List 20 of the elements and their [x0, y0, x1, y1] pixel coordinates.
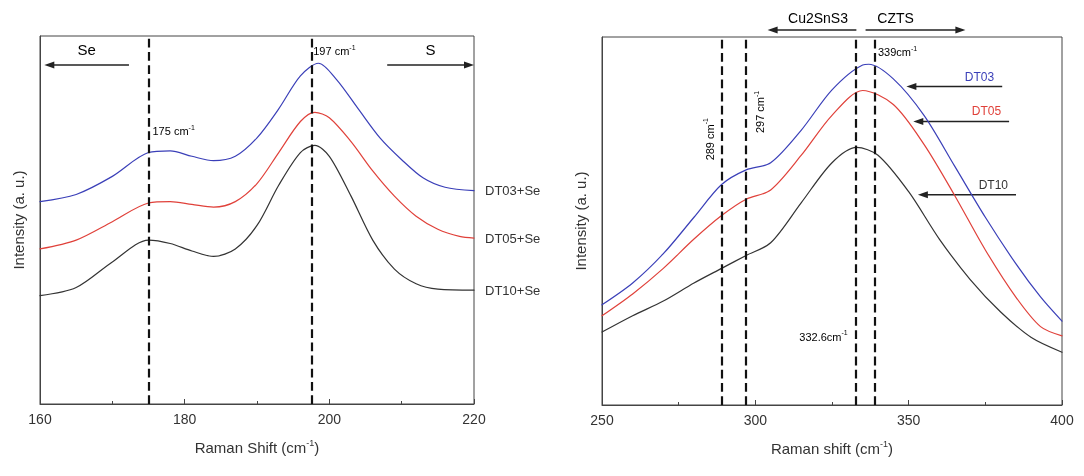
x-tick-label: 250 [590, 412, 614, 428]
text: DT03 [964, 69, 995, 84]
series-label: DT05+Se [485, 230, 541, 246]
x-tick-label: 220 [462, 411, 486, 427]
x-tick-label: 180 [172, 411, 197, 427]
x-tick-label: 300 [743, 412, 768, 428]
text: Cu2SnS3 [788, 10, 849, 26]
text: DT05 [971, 104, 1002, 119]
x-tick-label: 400 [1050, 412, 1074, 428]
y-axis-title: Intensity (a. u.) [10, 170, 27, 270]
x-tick-label: 160 [28, 411, 52, 427]
text: CZTS [877, 10, 914, 26]
y-axis-title: Intensity (a. u.) [572, 171, 589, 271]
x-tick-label: 350 [896, 412, 921, 428]
text: Se [77, 40, 96, 58]
x-tick-label: 200 [317, 411, 342, 427]
text: DT10 [978, 177, 1009, 192]
series-label: DT03+Se [485, 183, 541, 199]
text: S [425, 40, 436, 58]
series-label: DT10+Se [485, 282, 541, 298]
